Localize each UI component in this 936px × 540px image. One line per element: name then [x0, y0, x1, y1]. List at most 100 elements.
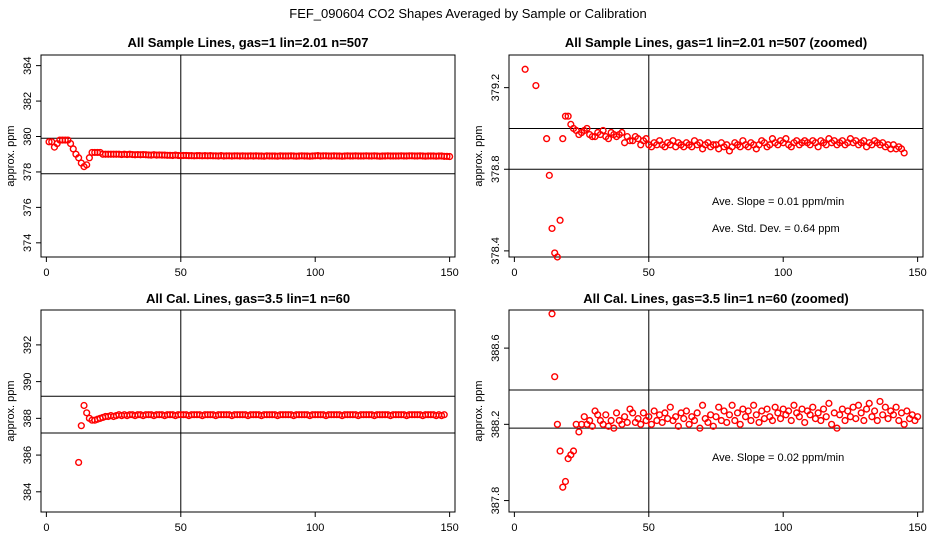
chart-title: All Cal. Lines, gas=3.5 lin=1 n=60 (zoom… — [583, 291, 849, 306]
data-point — [806, 411, 814, 419]
data-point — [569, 447, 578, 455]
data-point — [784, 407, 793, 415]
data-point — [680, 415, 688, 423]
data-point — [782, 135, 790, 143]
data-point — [556, 216, 564, 224]
data-point — [862, 405, 871, 413]
x-tick-label: 0 — [43, 522, 49, 534]
data-point — [817, 416, 825, 425]
x-tick-label: 150 — [440, 267, 458, 279]
data-point — [827, 420, 836, 428]
data-point — [80, 401, 88, 410]
data-point — [551, 373, 559, 381]
data-point — [642, 135, 650, 143]
data-point — [801, 418, 809, 427]
data-point — [723, 418, 731, 427]
data-point — [892, 403, 900, 411]
plot-frame — [508, 309, 924, 513]
y-tick-label: 390 — [22, 372, 34, 390]
chart-panel-3: All Cal. Lines, gas=3.5 lin=1 n=60 0 50 100… — [5, 291, 459, 534]
chart-annotation: Ave. Std. Dev. = 0.64 ppm — [712, 223, 840, 235]
data-point — [588, 133, 596, 141]
chart-annotation: Ave. Slope = 0.02 ppm/min — [712, 452, 844, 464]
data-point — [61, 136, 69, 144]
x-tick-label: 150 — [440, 522, 458, 534]
data-point — [575, 428, 583, 436]
x-tick-label: 50 — [643, 267, 655, 279]
data-point — [720, 407, 728, 415]
data-point — [825, 399, 833, 407]
x-tick-label: 50 — [175, 267, 187, 279]
data-point — [865, 399, 873, 407]
data-point — [884, 415, 892, 423]
data-point — [693, 409, 701, 417]
chart-panel-4: All Cal. Lines, gas=3.5 lin=1 n=60 (zoom… — [473, 291, 927, 534]
data-point — [857, 409, 865, 417]
data-point — [548, 224, 556, 233]
data-point — [45, 138, 53, 146]
data-point — [841, 416, 849, 425]
y-tick-label: 388.2 — [490, 411, 502, 439]
data-point — [83, 409, 91, 417]
data-points — [548, 310, 922, 491]
data-point — [556, 447, 564, 455]
data-point — [747, 416, 755, 425]
data-point — [548, 310, 556, 318]
y-tick-label: 386 — [22, 446, 34, 464]
chart-title: All Sample Lines, gas=1 lin=2.01 n=507 (… — [565, 35, 867, 50]
data-point — [602, 411, 610, 419]
x-tick-label: 50 — [643, 522, 655, 534]
data-point — [443, 152, 451, 160]
data-point — [604, 135, 613, 143]
data-point — [814, 409, 822, 417]
y-axis-label: approx. ppm — [473, 380, 485, 441]
data-point — [637, 420, 645, 428]
y-axis-label: approx. ppm — [5, 380, 17, 441]
data-points — [75, 401, 448, 467]
data-point — [674, 422, 682, 430]
figure-title: FEF_090604 CO2 Shapes Averaged by Sample… — [289, 6, 646, 21]
data-point — [741, 413, 750, 421]
data-point — [543, 135, 551, 143]
data-point — [704, 418, 712, 427]
data-point — [755, 418, 763, 427]
y-tick-label: 387.8 — [490, 487, 502, 515]
y-axis-label: approx. ppm — [473, 125, 485, 186]
data-point — [712, 413, 720, 421]
data-point — [75, 154, 83, 162]
data-point — [787, 416, 795, 425]
data-point — [564, 112, 572, 120]
x-tick-label: 150 — [908, 267, 926, 279]
data-points — [521, 65, 908, 261]
x-tick-label: 100 — [306, 267, 324, 279]
data-point — [559, 135, 567, 143]
data-point — [658, 418, 666, 427]
data-point — [728, 401, 736, 409]
data-point — [750, 401, 758, 409]
data-point — [553, 253, 561, 261]
y-tick-label: 378 — [22, 163, 34, 181]
plot-frame — [508, 54, 924, 258]
y-tick-label: 378.8 — [490, 155, 502, 183]
data-point — [645, 413, 653, 421]
data-point — [650, 407, 658, 415]
data-point — [647, 420, 656, 428]
data-point — [612, 409, 621, 417]
data-point — [521, 65, 529, 73]
data-point — [744, 407, 752, 415]
data-point — [790, 401, 798, 409]
data-point — [672, 413, 680, 421]
y-tick-label: 388 — [22, 409, 34, 427]
data-point — [752, 411, 760, 419]
data-point — [696, 424, 704, 432]
data-point — [833, 424, 841, 432]
data-point — [795, 413, 803, 421]
data-point — [809, 403, 817, 411]
data-point — [871, 407, 879, 415]
data-point — [586, 416, 594, 425]
y-axis-label: approx. ppm — [5, 125, 17, 186]
data-point — [690, 416, 699, 425]
data-point — [733, 409, 742, 417]
y-tick-label: 384 — [22, 483, 34, 501]
chart-title: All Cal. Lines, gas=3.5 lin=1 n=60 — [146, 291, 350, 306]
